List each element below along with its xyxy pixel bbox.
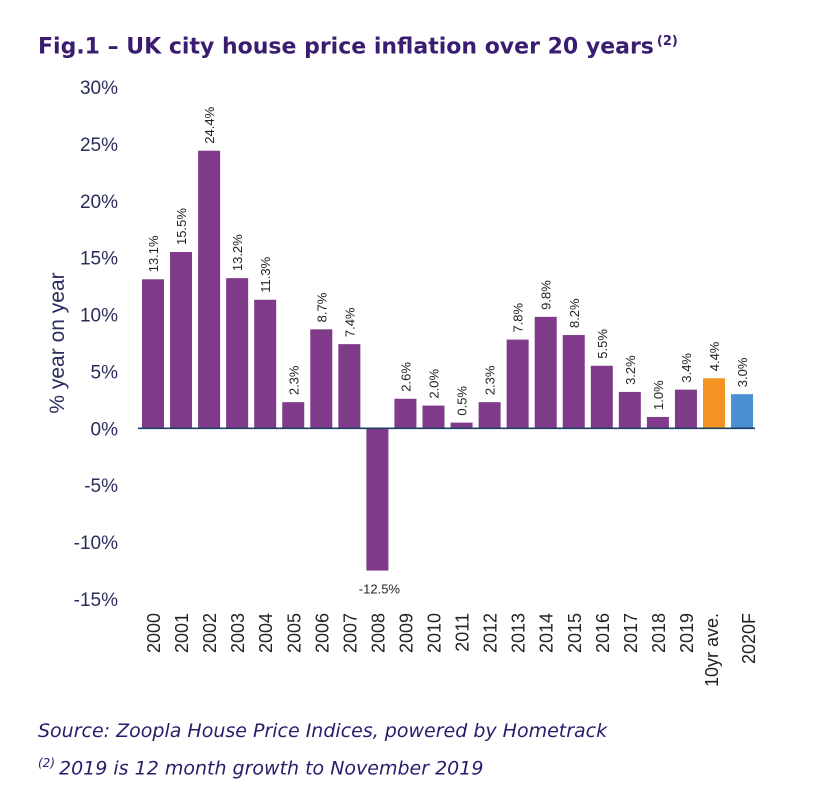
bar-10yr-ave (703, 378, 725, 429)
y-tick-label: 0% (91, 419, 119, 440)
data-label: 7.8% (511, 303, 526, 333)
x-tick-label: 2011 (453, 613, 473, 652)
x-tick-label: 2012 (481, 613, 501, 653)
x-tick-label: 2002 (200, 613, 220, 653)
y-tick-label: -15% (74, 590, 118, 611)
bars (142, 150, 754, 571)
x-tick-label: 2019 (677, 613, 697, 653)
data-label: 13.1% (146, 235, 161, 272)
x-tick-label: 2007 (340, 613, 360, 653)
x-tick-label: 2008 (368, 613, 388, 653)
x-tick-label: 2005 (284, 613, 304, 653)
y-tick-label: -10% (74, 533, 118, 554)
source-note: Source: Zoopla House Price Indices, powe… (38, 720, 608, 742)
data-label: 24.4% (202, 106, 217, 143)
bar-chart: 30% 25% 20% 15% 10% 5% 0% -5% -10% -15% % year on… (46, 78, 759, 687)
bar-2016 (590, 365, 613, 429)
x-tick-label: 2010 (425, 613, 445, 653)
x-tick-label: 2013 (509, 613, 529, 653)
bar-2012 (478, 402, 501, 429)
bar-2003 (226, 278, 249, 429)
bar-2005 (282, 402, 305, 429)
chart-title-text: Fig.1 – UK city house price inflation ov… (38, 34, 654, 60)
y-axis-title: % year on year (46, 272, 69, 413)
data-label: 2.0% (427, 369, 442, 399)
bar-2011 (450, 422, 473, 429)
data-label: 11.3% (258, 256, 273, 292)
data-label: 8.2% (567, 298, 582, 328)
data-label: 7.4% (342, 307, 357, 337)
x-tick-label: 2003 (228, 613, 248, 653)
x-tick-label: 2009 (396, 613, 416, 653)
bar-2007 (338, 344, 361, 429)
x-tick-label: 2016 (593, 613, 613, 653)
data-label: 0.5% (455, 386, 470, 416)
y-tick-label: 10% (80, 306, 118, 327)
data-label: -12.5% (359, 582, 401, 597)
bar-2015 (562, 335, 585, 429)
y-tick-label: 15% (80, 249, 118, 270)
data-label: 13.2% (230, 234, 245, 271)
data-label: 8.7% (314, 292, 329, 322)
data-labels: 13.1% 15.5% 24.4% 13.2% 11.3% 2.3% 8.7% 7.4% -12… (146, 106, 750, 596)
bar-2010 (422, 405, 445, 429)
footnote: (2) 2019 is 12 month growth to November 2… (38, 756, 483, 779)
y-axis-tick-labels: 30% 25% 20% 15% 10% 5% 0% -5% -10% -15% (74, 78, 118, 611)
bar-2014 (534, 316, 557, 429)
chart-title-footnote-mark: (2) (656, 34, 678, 49)
y-tick-label: 5% (91, 362, 119, 383)
y-tick-label: -5% (84, 476, 118, 497)
bar-2020f (731, 394, 754, 429)
bar-2008 (366, 428, 389, 571)
x-tick-label: 2017 (621, 613, 641, 653)
bar-2018 (646, 416, 669, 429)
data-label: 3.0% (735, 357, 750, 387)
footnote-mark: (2) (38, 756, 55, 770)
chart-title: Fig.1 – UK city house price inflation ov… (38, 34, 678, 59)
x-tick-label: 10yr ave. (702, 613, 722, 687)
x-tick-label: 2020F (739, 613, 759, 664)
data-label: 4.4% (707, 341, 722, 371)
bar-2019 (674, 389, 697, 429)
y-tick-label: 25% (80, 135, 118, 156)
bar-2002 (198, 150, 221, 429)
y-tick-label: 20% (80, 192, 118, 213)
x-tick-label: 2004 (256, 613, 276, 653)
x-tick-label: 2018 (649, 613, 669, 653)
x-tick-label: 2001 (172, 613, 192, 653)
data-label: 5.5% (595, 329, 610, 359)
data-label: 2.3% (483, 365, 498, 395)
data-label: 3.2% (623, 355, 638, 385)
footnote-text: 2019 is 12 month growth to November 2019 (59, 757, 484, 780)
bar-2001 (170, 251, 193, 429)
bar-2006 (310, 329, 333, 429)
x-tick-label: 2014 (537, 613, 557, 653)
x-tick-label: 2006 (312, 613, 332, 653)
bar-2009 (394, 398, 417, 429)
data-label: 1.0% (651, 380, 666, 410)
bar-2017 (618, 391, 641, 429)
data-label: 2.6% (398, 362, 413, 392)
bar-2013 (506, 339, 529, 429)
bar-2004 (254, 299, 277, 429)
x-tick-label: 2015 (565, 613, 585, 653)
bar-2000 (142, 279, 164, 429)
data-label: 15.5% (174, 208, 189, 245)
x-tick-label: 2000 (144, 613, 164, 653)
data-label: 9.8% (539, 280, 554, 310)
data-label: 3.4% (679, 353, 694, 383)
y-tick-label: 30% (80, 78, 118, 99)
data-label: 2.3% (286, 365, 301, 395)
x-axis-tick-labels: 2000 2001 2002 2003 2004 2005 2006 2007 2008 2009… (144, 613, 759, 687)
